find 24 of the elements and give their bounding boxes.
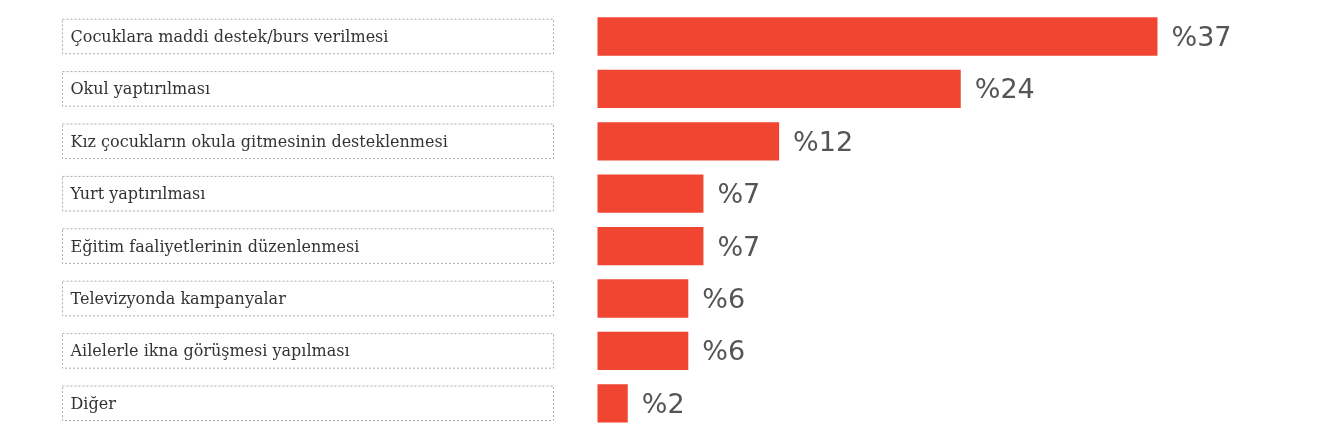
y-tick-label: Diğer xyxy=(70,393,117,413)
bar xyxy=(597,17,1158,56)
data-label: %37 xyxy=(1171,21,1232,52)
bar xyxy=(597,174,704,213)
bar xyxy=(597,226,704,266)
y-tick-label: Çocuklara maddi destek/burs verilmesi xyxy=(70,27,389,46)
data-label: %6 xyxy=(702,283,746,314)
y-tick-label: Kız çocukların okula gitmesinin desteklenmesi xyxy=(70,131,448,151)
bar xyxy=(597,279,689,318)
data-label: %7 xyxy=(717,178,761,210)
bar xyxy=(597,331,689,371)
data-label: %12 xyxy=(793,125,854,157)
y-tick-label: Eğitim faaliyetlerinin düzenlenmesi xyxy=(70,236,360,256)
data-label: %7 xyxy=(717,230,761,262)
y-tick-label: Okul yaptırılması xyxy=(70,79,211,99)
bar xyxy=(597,69,961,109)
data-label: %24 xyxy=(974,73,1035,105)
bar xyxy=(597,122,780,161)
bar xyxy=(597,384,628,423)
y-tick-label: Ailelerle ikna görüşmesi yapılması xyxy=(69,341,350,361)
y-tick-label: Televizyonda kampanyalar xyxy=(70,289,287,308)
data-label: %2 xyxy=(641,387,685,419)
data-label: %6 xyxy=(702,335,746,367)
y-tick-label: Yurt yaptırılması xyxy=(69,184,206,204)
